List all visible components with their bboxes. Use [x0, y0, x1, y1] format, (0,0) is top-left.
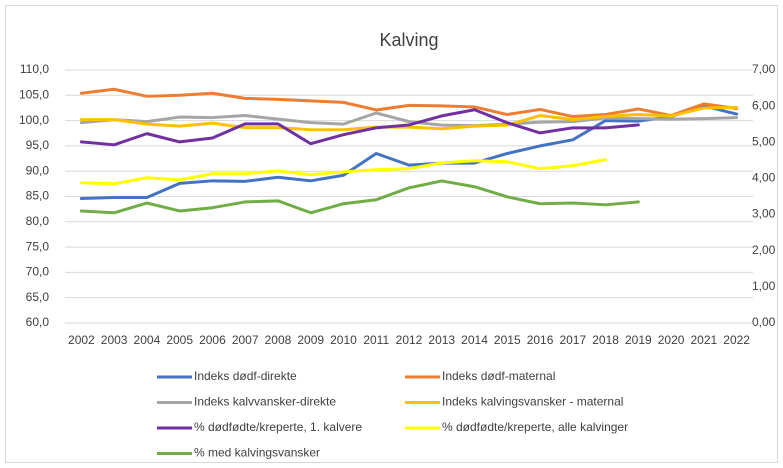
x-tick-label: 2009	[297, 333, 324, 347]
x-tick-label: 2002	[68, 333, 95, 347]
x-tick-label: 2004	[134, 333, 161, 347]
chart-title: Kalving	[379, 30, 438, 50]
y2-tick-label: 1,00	[752, 279, 776, 293]
x-tick-label: 2021	[691, 333, 718, 347]
y-tick-label: 75,0	[26, 239, 50, 253]
x-tick-label: 2003	[101, 333, 128, 347]
x-tick-label: 2014	[461, 333, 488, 347]
legend-label: % dødfødte/kreperte, 1. kalvere	[194, 420, 362, 434]
x-tick-label: 2016	[527, 333, 554, 347]
y-tick-label: 80,0	[26, 214, 50, 228]
x-tick-label: 2007	[232, 333, 259, 347]
series-line	[79, 108, 640, 147]
x-tick-label: 2010	[330, 333, 357, 347]
x-tick-label: 2015	[494, 333, 521, 347]
x-tick-label: 2008	[265, 333, 292, 347]
y2-tick-label: 2,00	[752, 243, 776, 257]
y-tick-label: 100,0	[19, 113, 49, 127]
series-line	[79, 179, 640, 215]
y-tick-label: 90,0	[26, 163, 50, 177]
x-tick-label: 2017	[559, 333, 586, 347]
x-tick-label: 2020	[658, 333, 685, 347]
y2-tick-label: 7,00	[752, 62, 776, 76]
y2-tick-label: 0,00	[752, 315, 776, 329]
x-tick-label: 2013	[428, 333, 455, 347]
series-line	[79, 105, 739, 132]
y-tick-label: 110,0	[20, 62, 49, 76]
x-tick-label: 2022	[723, 333, 750, 347]
y2-tick-label: 3,00	[752, 207, 776, 221]
y-tick-label: 105,0	[19, 87, 49, 101]
y2-tick-label: 4,00	[752, 171, 776, 185]
legend-label: % med kalvingsvansker	[194, 446, 320, 460]
legend-label: Indeks kalvvansker-direkte	[194, 395, 336, 409]
x-tick-label: 2011	[363, 333, 389, 347]
x-tick-label: 2006	[199, 333, 226, 347]
legend-label: Indeks kalvingsvansker - maternal	[442, 395, 623, 409]
y2-tick-label: 5,00	[752, 134, 776, 148]
series-line	[79, 87, 739, 119]
series-line	[79, 111, 739, 128]
legend-label: Indeks dødf-direkte	[194, 369, 297, 383]
y-tick-label: 60,0	[26, 315, 50, 329]
y-tick-label: 70,0	[26, 265, 50, 279]
x-tick-label: 2019	[625, 333, 652, 347]
series-line	[79, 104, 739, 201]
x-tick-label: 2018	[592, 333, 619, 347]
x-tick-label: 2005	[166, 333, 193, 347]
chart-border	[5, 5, 778, 463]
legend-label: Indeks dødf-maternal	[442, 369, 555, 383]
y-tick-label: 95,0	[26, 138, 50, 152]
series-line	[79, 158, 608, 186]
legend-label: % dødfødte/kreperte, alle kalvinger	[442, 420, 628, 434]
x-tick-label: 2012	[396, 333, 423, 347]
y2-tick-label: 6,00	[752, 98, 776, 112]
y-tick-label: 65,0	[26, 290, 50, 304]
y-tick-label: 85,0	[26, 189, 50, 203]
